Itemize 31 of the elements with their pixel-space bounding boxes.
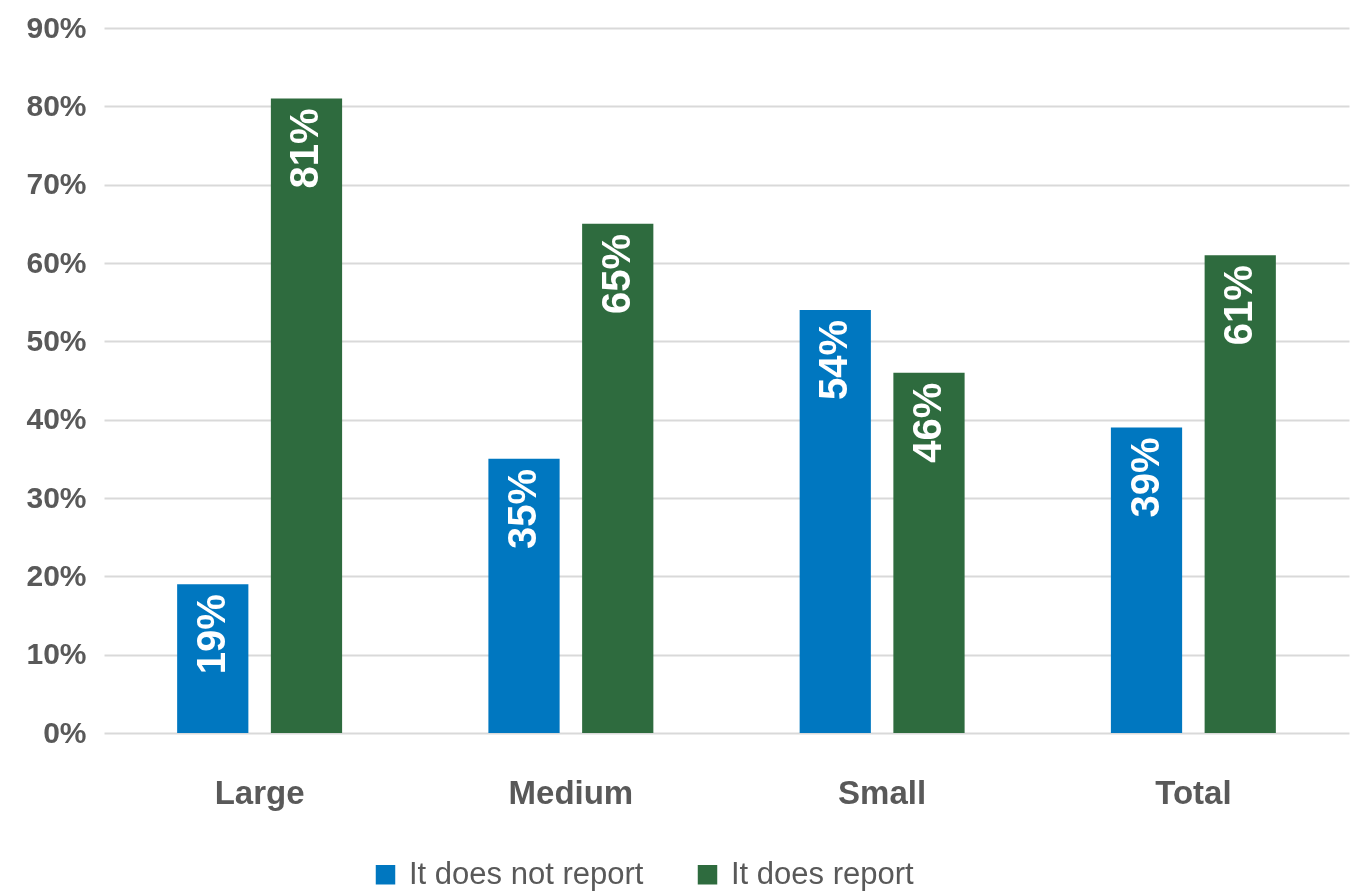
bar	[799, 310, 871, 733]
legend-label: It does not report	[409, 855, 644, 891]
x-tick-label: Large	[214, 773, 305, 811]
y-tick-label: 60%	[26, 245, 87, 279]
data-label: 54%	[811, 320, 856, 401]
bar	[270, 98, 343, 733]
data-label: 46%	[904, 382, 949, 463]
bar	[582, 223, 654, 733]
bar	[488, 458, 560, 733]
x-tick-label: Total	[1155, 773, 1232, 811]
bar	[1204, 255, 1276, 733]
x-tick-label: Small	[838, 773, 927, 811]
y-tick-label: 20%	[26, 558, 87, 592]
data-label: 81%	[282, 108, 327, 189]
y-tick-label: 90%	[26, 10, 87, 44]
x-tick-label: Medium	[508, 773, 634, 811]
bar	[1110, 427, 1183, 733]
y-tick-label: 50%	[26, 323, 87, 357]
data-label: 61%	[1216, 265, 1261, 346]
y-tick-label: 30%	[26, 480, 87, 514]
y-tick-label: 80%	[26, 88, 87, 122]
y-tick-label: 10%	[26, 637, 87, 671]
data-label: 35%	[500, 468, 545, 549]
legend-label: It does report	[731, 855, 915, 891]
y-tick-label: 0%	[43, 715, 87, 749]
data-label: 65%	[593, 233, 638, 314]
data-label: 19%	[188, 594, 233, 675]
bar	[893, 372, 965, 733]
y-tick-label: 70%	[26, 167, 87, 201]
y-tick-label: 40%	[26, 402, 87, 436]
data-label: 39%	[1122, 437, 1167, 518]
